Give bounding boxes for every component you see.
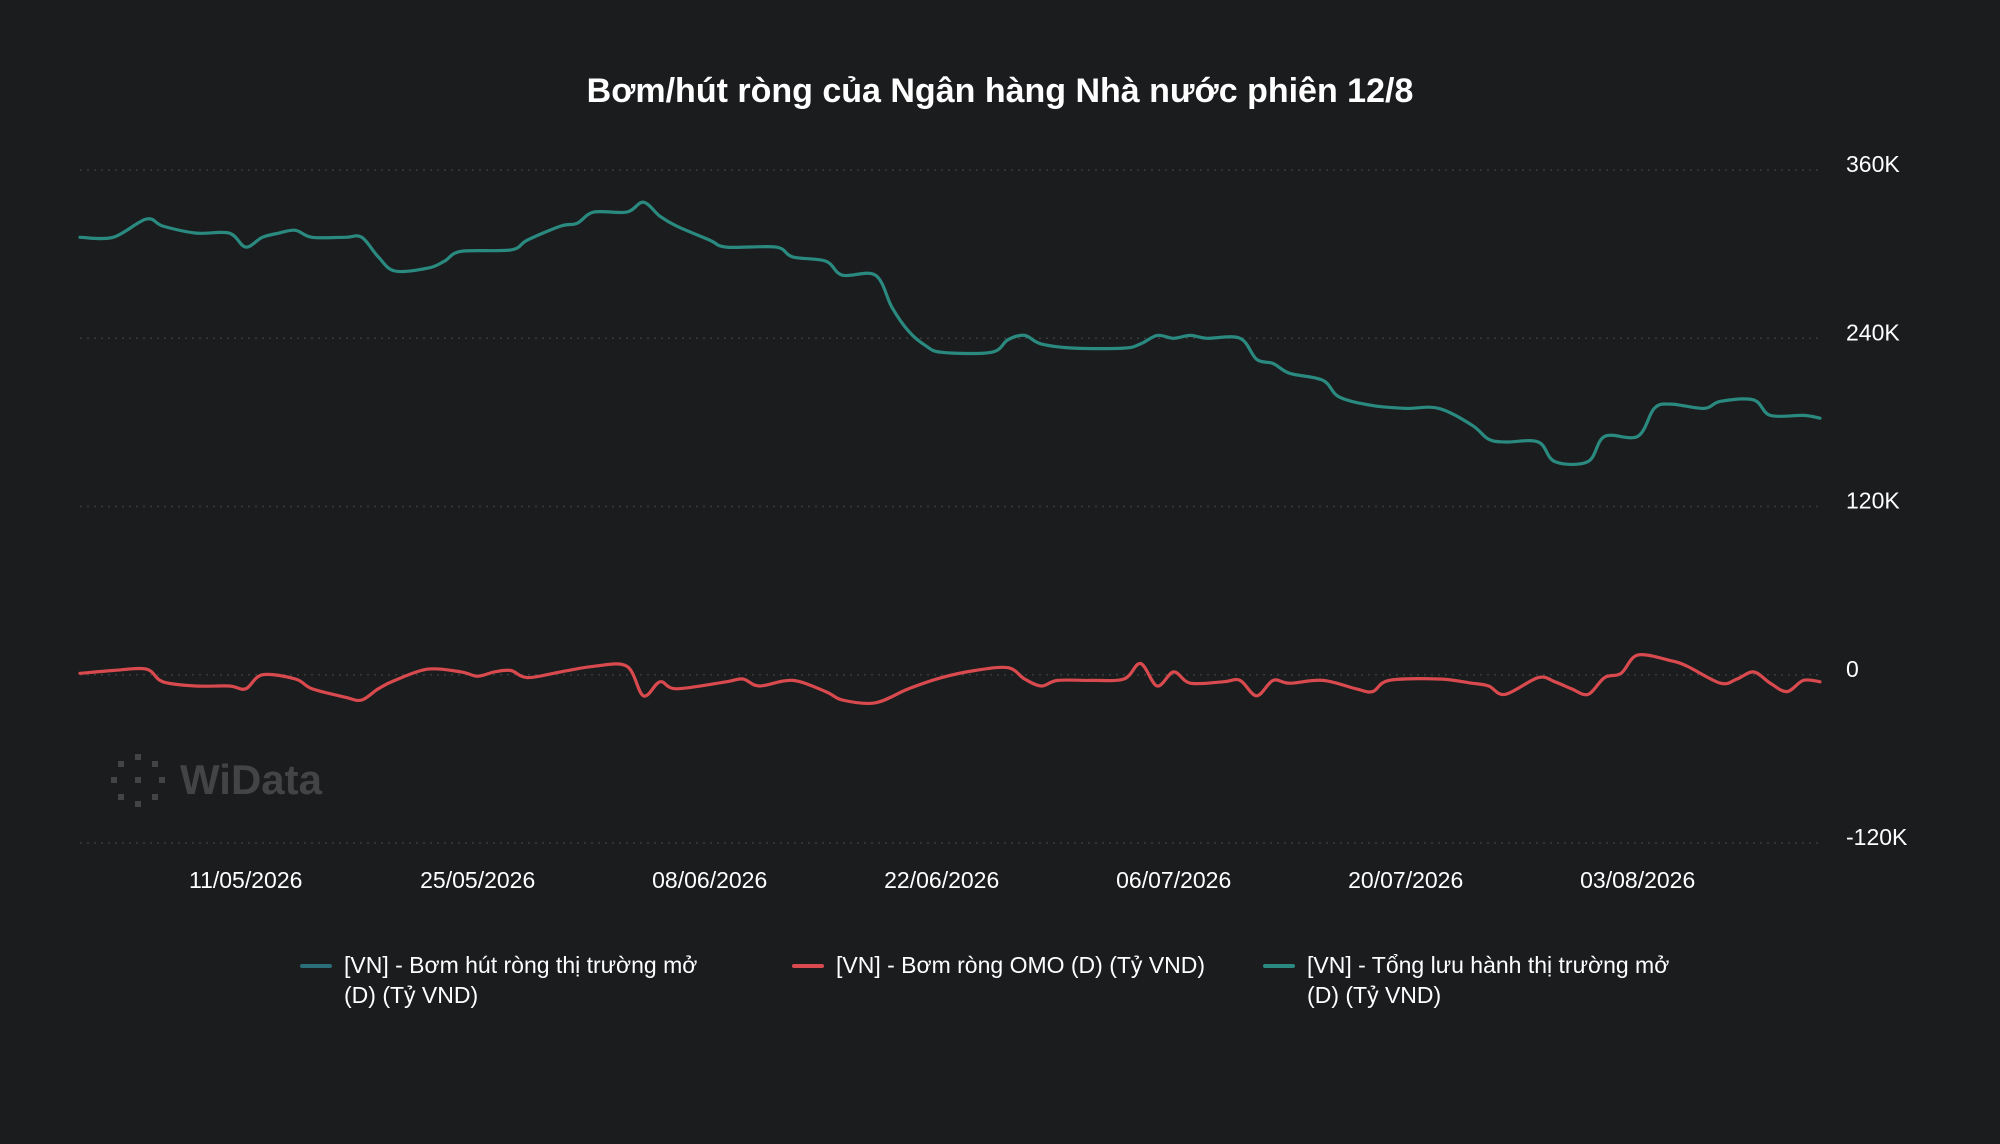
chart-canvas: 360K 240K 120K 0 -120K 11/05/2026 25/05/2026 0… [78,151,1908,893]
series-line-omo-net[interactable] [78,653,1822,706]
grid-lines [80,169,1820,844]
watermark: WiData [110,752,322,808]
y-tick-label: -120K [1846,824,1908,850]
legend-swatch [1263,964,1296,968]
x-tick-label: 11/05/2026 [189,867,302,893]
y-tick-label: 360K [1846,151,1900,177]
y-tick-label: 0 [1846,656,1859,682]
widata-logo-icon [111,754,165,807]
legend-swatch [792,964,824,968]
chart-title: Bơm/hút ròng của Ngân hàng Nhà nước phiê… [586,72,1414,110]
legend-label: [VN] - Tổng lưu hành thị trường mở (D) (… [1307,952,1670,1008]
series-line-outstanding[interactable] [78,200,1822,467]
legend-label: [VN] - Bơm ròng OMO (D) (Tỷ VND) [836,952,1206,978]
y-tick-label: 240K [1846,319,1900,345]
x-tick-label: 22/06/2026 [884,867,999,893]
series-lines [78,200,1822,706]
x-tick-label: 20/07/2026 [1348,867,1463,893]
legend-item-open-market-net[interactable]: [VN] - Bơm hút ròng thị trường mở (D) (T… [300,950,734,1010]
legend-label: [VN] - Bơm hút ròng thị trường mở (D) (T… [344,952,698,1008]
y-axis-ticks: 360K 240K 120K 0 -120K [1846,151,1908,850]
legend-item-omo-net[interactable]: [VN] - Bơm ròng OMO (D) (Tỷ VND) [792,950,1205,980]
legend-swatch [300,964,332,968]
watermark-text: WiData [180,756,322,803]
y-tick-label: 120K [1846,488,1900,514]
x-tick-label: 03/08/2026 [1580,867,1695,893]
x-tick-label: 25/05/2026 [420,867,535,893]
x-tick-label: 08/06/2026 [652,867,767,893]
chart-legend: [VN] - Bơm hút ròng thị trường mở (D) (T… [300,950,1700,1010]
x-axis-ticks: 11/05/2026 25/05/2026 08/06/2026 22/06/2026… [189,867,1695,893]
legend-item-open-market-outstanding[interactable]: [VN] - Tổng lưu hành thị trường mở (D) (… [1263,950,1707,1010]
x-tick-label: 06/07/2026 [1116,867,1231,893]
